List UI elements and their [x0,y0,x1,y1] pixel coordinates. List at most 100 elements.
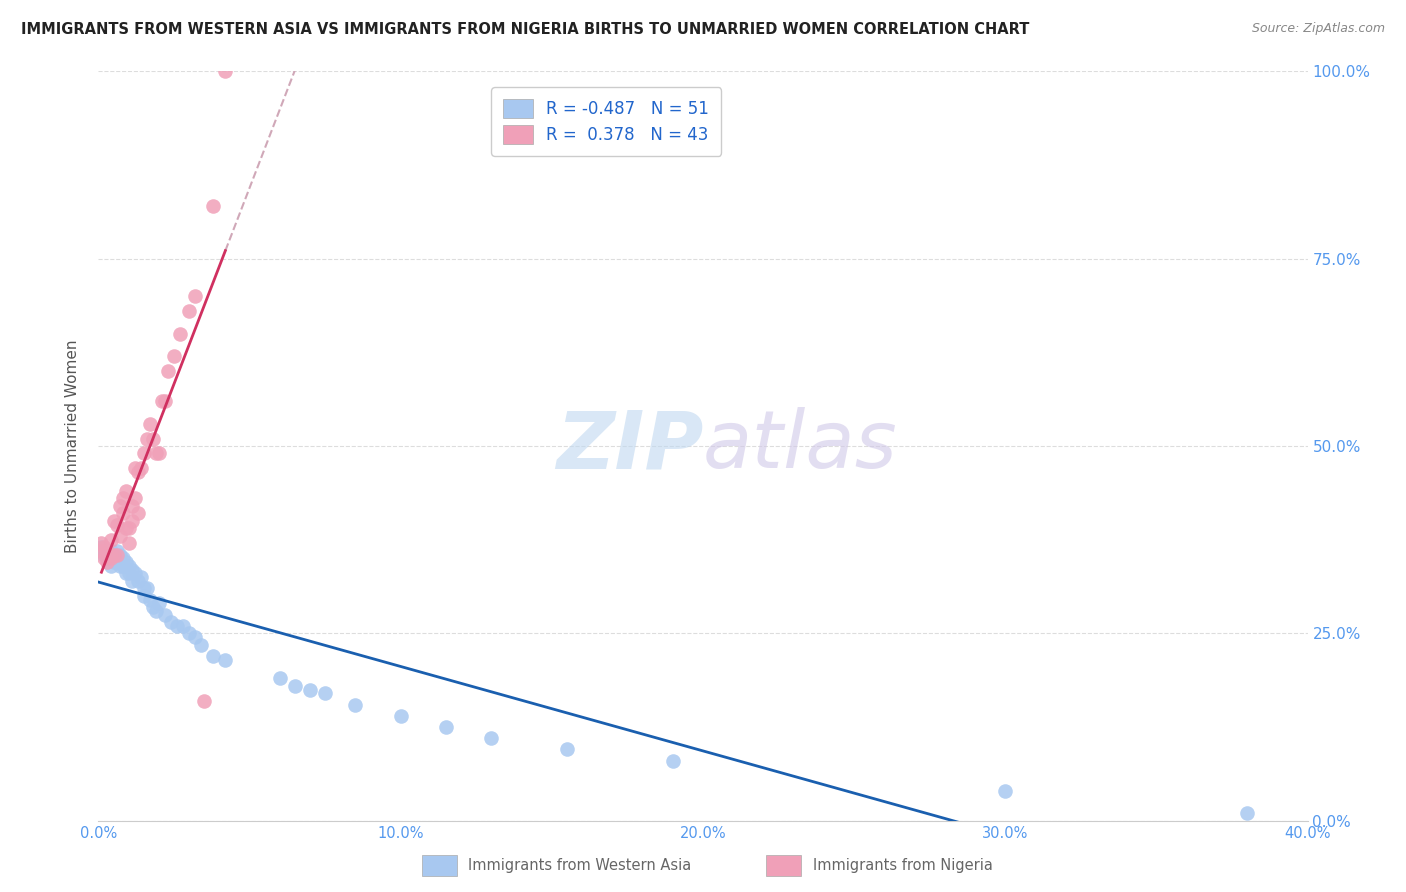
Point [169,326,191,341]
Point [127,507,149,521]
Point [93,551,115,566]
Point [434,720,457,734]
Point [269,671,291,685]
Point [100,551,122,566]
Point [124,491,146,506]
Point [135,432,157,446]
Point [90,540,112,554]
Point [118,536,141,550]
Point [142,432,165,446]
Point [132,446,155,460]
Point [1236,806,1258,821]
Point [139,592,162,607]
Point [148,446,170,460]
Point [156,364,179,378]
Point [555,742,578,756]
Point [96,551,118,566]
Point [179,304,201,318]
Point [314,686,336,700]
Point [172,619,194,633]
Point [150,394,173,409]
Point [190,638,212,652]
Point [90,536,112,550]
Point [96,544,118,558]
Point [142,600,165,615]
Point [114,483,136,498]
Point [132,589,155,603]
Point [166,619,188,633]
Point [103,514,125,528]
Point [103,548,125,562]
Point [202,199,225,213]
Point [105,544,128,558]
Point [127,574,149,588]
Point [90,544,112,558]
Point [214,652,236,666]
Point [111,507,134,521]
Text: Immigrants from Western Asia: Immigrants from Western Asia [468,858,692,872]
Point [96,555,118,569]
Point [145,604,167,618]
Text: atlas: atlas [703,407,898,485]
Point [299,682,322,697]
Point [108,529,131,543]
Point [135,582,157,596]
Point [124,566,146,581]
Point [108,499,131,513]
Point [184,289,207,303]
Point [214,64,236,78]
Point [100,544,122,558]
Point [103,555,125,569]
Point [111,558,134,573]
Point [100,533,122,547]
Point [148,596,170,610]
Text: Source: ZipAtlas.com: Source: ZipAtlas.com [1251,22,1385,36]
Bar [422,855,457,876]
Point [124,461,146,475]
Y-axis label: Births to Unmarried Women: Births to Unmarried Women [65,339,80,553]
Point [129,570,152,584]
Point [93,540,115,554]
Point [103,548,125,562]
Point [129,461,152,475]
Point [389,708,412,723]
Bar [766,855,801,876]
Point [114,521,136,535]
Text: IMMIGRANTS FROM WESTERN ASIA VS IMMIGRANTS FROM NIGERIA BIRTHS TO UNMARRIED WOME: IMMIGRANTS FROM WESTERN ASIA VS IMMIGRAN… [21,22,1029,37]
Point [202,648,225,663]
Point [118,558,141,573]
Point [121,499,143,513]
Point [105,555,128,569]
Point [121,574,143,588]
Point [284,679,307,693]
Point [184,630,207,644]
Point [108,548,131,562]
Point [994,783,1017,797]
Point [114,555,136,569]
Point [105,517,128,532]
Point [108,558,131,573]
Point [139,417,162,431]
Point [96,544,118,558]
Point [481,731,503,746]
Point [132,582,155,596]
Point [344,698,367,712]
Point [114,566,136,581]
Point [118,566,141,581]
Point [111,491,134,506]
Point [153,607,176,622]
Point [100,558,122,573]
Point [118,521,141,535]
Text: ZIP: ZIP [555,407,703,485]
Point [121,514,143,528]
Point [111,551,134,566]
Point [160,615,183,629]
Point [121,563,143,577]
Point [163,349,186,363]
Point [179,626,201,640]
Point [93,548,115,562]
Point [145,446,167,460]
Point [193,694,215,708]
Legend: R = -0.487   N = 51, R =  0.378   N = 43: R = -0.487 N = 51, R = 0.378 N = 43 [492,87,721,156]
Point [127,465,149,479]
